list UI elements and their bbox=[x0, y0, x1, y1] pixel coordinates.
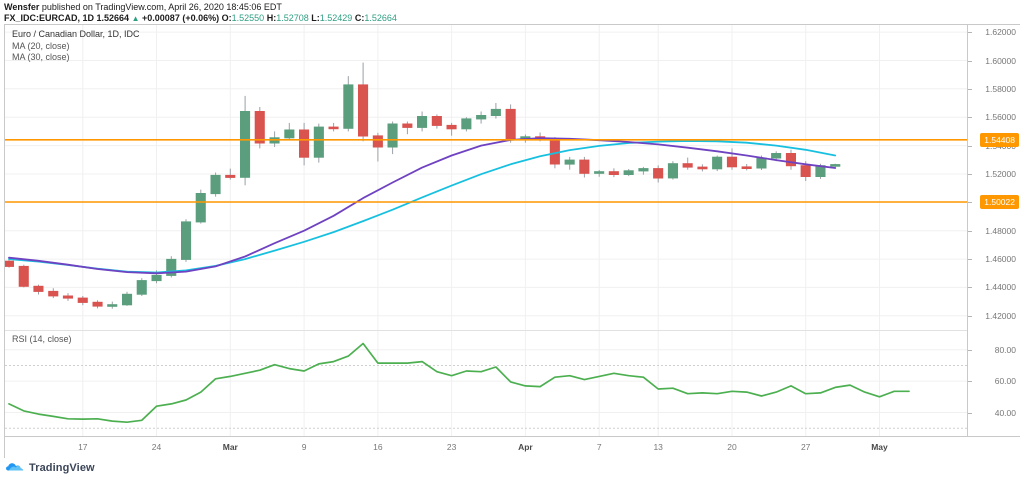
price-axis-label: 1.58000 bbox=[985, 83, 1016, 94]
price-axis-tick bbox=[968, 230, 972, 232]
price-level-badge[interactable]: 1.54408 bbox=[980, 132, 1019, 147]
chart-frame: Euro / Canadian Dollar, 1D, IDC MA (20, … bbox=[4, 24, 1020, 458]
low-value: 1.52429 bbox=[319, 13, 353, 23]
time-axis-label: 16 bbox=[373, 442, 383, 452]
high-label: H: bbox=[266, 13, 277, 23]
time-axis-label: 23 bbox=[446, 442, 457, 452]
rsi-legend-title: RSI (14, close) bbox=[12, 334, 72, 344]
high-value: 1.52708 bbox=[276, 13, 309, 23]
price-axis-label: 1.42000 bbox=[985, 310, 1016, 321]
time-axis-label: 27 bbox=[800, 442, 811, 452]
author-name: Wensfer bbox=[4, 2, 40, 12]
footer-branding: TradingView bbox=[6, 461, 95, 474]
price-axis-tick bbox=[968, 174, 972, 175]
rsi-legend: RSI (14, close) bbox=[12, 334, 72, 345]
tradingview-cloud-icon bbox=[6, 463, 23, 471]
time-axis-label: 24 bbox=[151, 442, 162, 452]
price-axis[interactable]: 1.620001.600001.580001.560001.540001.520… bbox=[967, 25, 1020, 436]
pane-separator bbox=[5, 330, 967, 331]
change-up-arrow-icon: ▲ bbox=[131, 14, 140, 23]
price-axis-label: 1.46000 bbox=[985, 254, 1016, 265]
open-value: 1.52550 bbox=[231, 13, 265, 23]
header-quote-line: FX_IDC:EURCAD, 1D 1.52664 ▲ +0.00087 (+0… bbox=[4, 13, 1024, 24]
time-axis-label: 17 bbox=[78, 442, 88, 452]
price-axis-label: 1.44000 bbox=[985, 282, 1016, 293]
time-axis[interactable]: 17 24 Mar 9 16 23 Apr 7 13 20 27 May bbox=[5, 436, 1020, 458]
time-axis-label: 13 bbox=[653, 442, 663, 452]
close-label: C: bbox=[354, 13, 365, 23]
price-level-badge[interactable]: 1.50022 bbox=[980, 195, 1019, 209]
rsi-axis-label: 40.00 bbox=[994, 407, 1016, 418]
rsi-axis-tick bbox=[968, 349, 972, 351]
price-pane[interactable]: Euro / Canadian Dollar, 1D, IDC MA (20, … bbox=[5, 25, 967, 330]
close-value: 1.52664 bbox=[364, 13, 397, 23]
price-axis-label: 1.48000 bbox=[985, 225, 1016, 236]
price-axis-label: 1.62000 bbox=[985, 27, 1016, 38]
time-axis-label: 9 bbox=[301, 442, 307, 452]
time-axis-label: 20 bbox=[727, 442, 737, 452]
rsi-pane[interactable]: RSI (14, close) bbox=[5, 331, 967, 436]
rsi-plot[interactable] bbox=[5, 331, 967, 436]
time-axis-label: Mar bbox=[222, 442, 238, 452]
price-axis-tick bbox=[968, 32, 972, 34]
price-axis-tick bbox=[968, 259, 972, 261]
rsi-axis-label: 60.00 bbox=[994, 376, 1016, 387]
rsi-axis-tick bbox=[968, 412, 972, 414]
price-axis-tick bbox=[968, 145, 972, 147]
price-axis-tick bbox=[968, 88, 972, 90]
time-axis-label: 7 bbox=[596, 442, 602, 452]
symbol-label[interactable]: FX_IDC:EURCAD, 1D bbox=[4, 13, 95, 23]
change-absolute: +0.00087 bbox=[142, 13, 180, 23]
price-axis-tick bbox=[968, 315, 972, 317]
price-axis-tick bbox=[968, 117, 972, 119]
change-percent: (+0.06%) bbox=[182, 13, 220, 23]
time-axis-label: Apr bbox=[518, 442, 533, 452]
last-price: 1.52664 bbox=[96, 13, 130, 23]
price-axis-label: 1.60000 bbox=[985, 55, 1016, 66]
rsi-axis-tick bbox=[968, 381, 972, 383]
rsi-axis-label: 80.00 bbox=[994, 344, 1016, 355]
price-axis-label: 1.56000 bbox=[985, 112, 1016, 123]
time-axis-label: May bbox=[871, 442, 888, 452]
header-attribution-line: Wensfer published on TradingView.com, Ap… bbox=[4, 2, 1024, 13]
price-plot[interactable] bbox=[5, 25, 967, 330]
low-label: L: bbox=[311, 13, 320, 23]
price-axis-tick bbox=[968, 287, 972, 289]
open-label: O: bbox=[221, 13, 232, 23]
price-axis-tick bbox=[968, 202, 972, 204]
price-axis-tick bbox=[968, 60, 972, 62]
tradingview-wordmark: TradingView bbox=[29, 461, 95, 474]
published-text: published on TradingView.com, April 26, … bbox=[41, 2, 282, 12]
chart-header: Wensfer published on TradingView.com, Ap… bbox=[0, 0, 1024, 24]
price-axis-label: 1.52000 bbox=[985, 169, 1016, 179]
